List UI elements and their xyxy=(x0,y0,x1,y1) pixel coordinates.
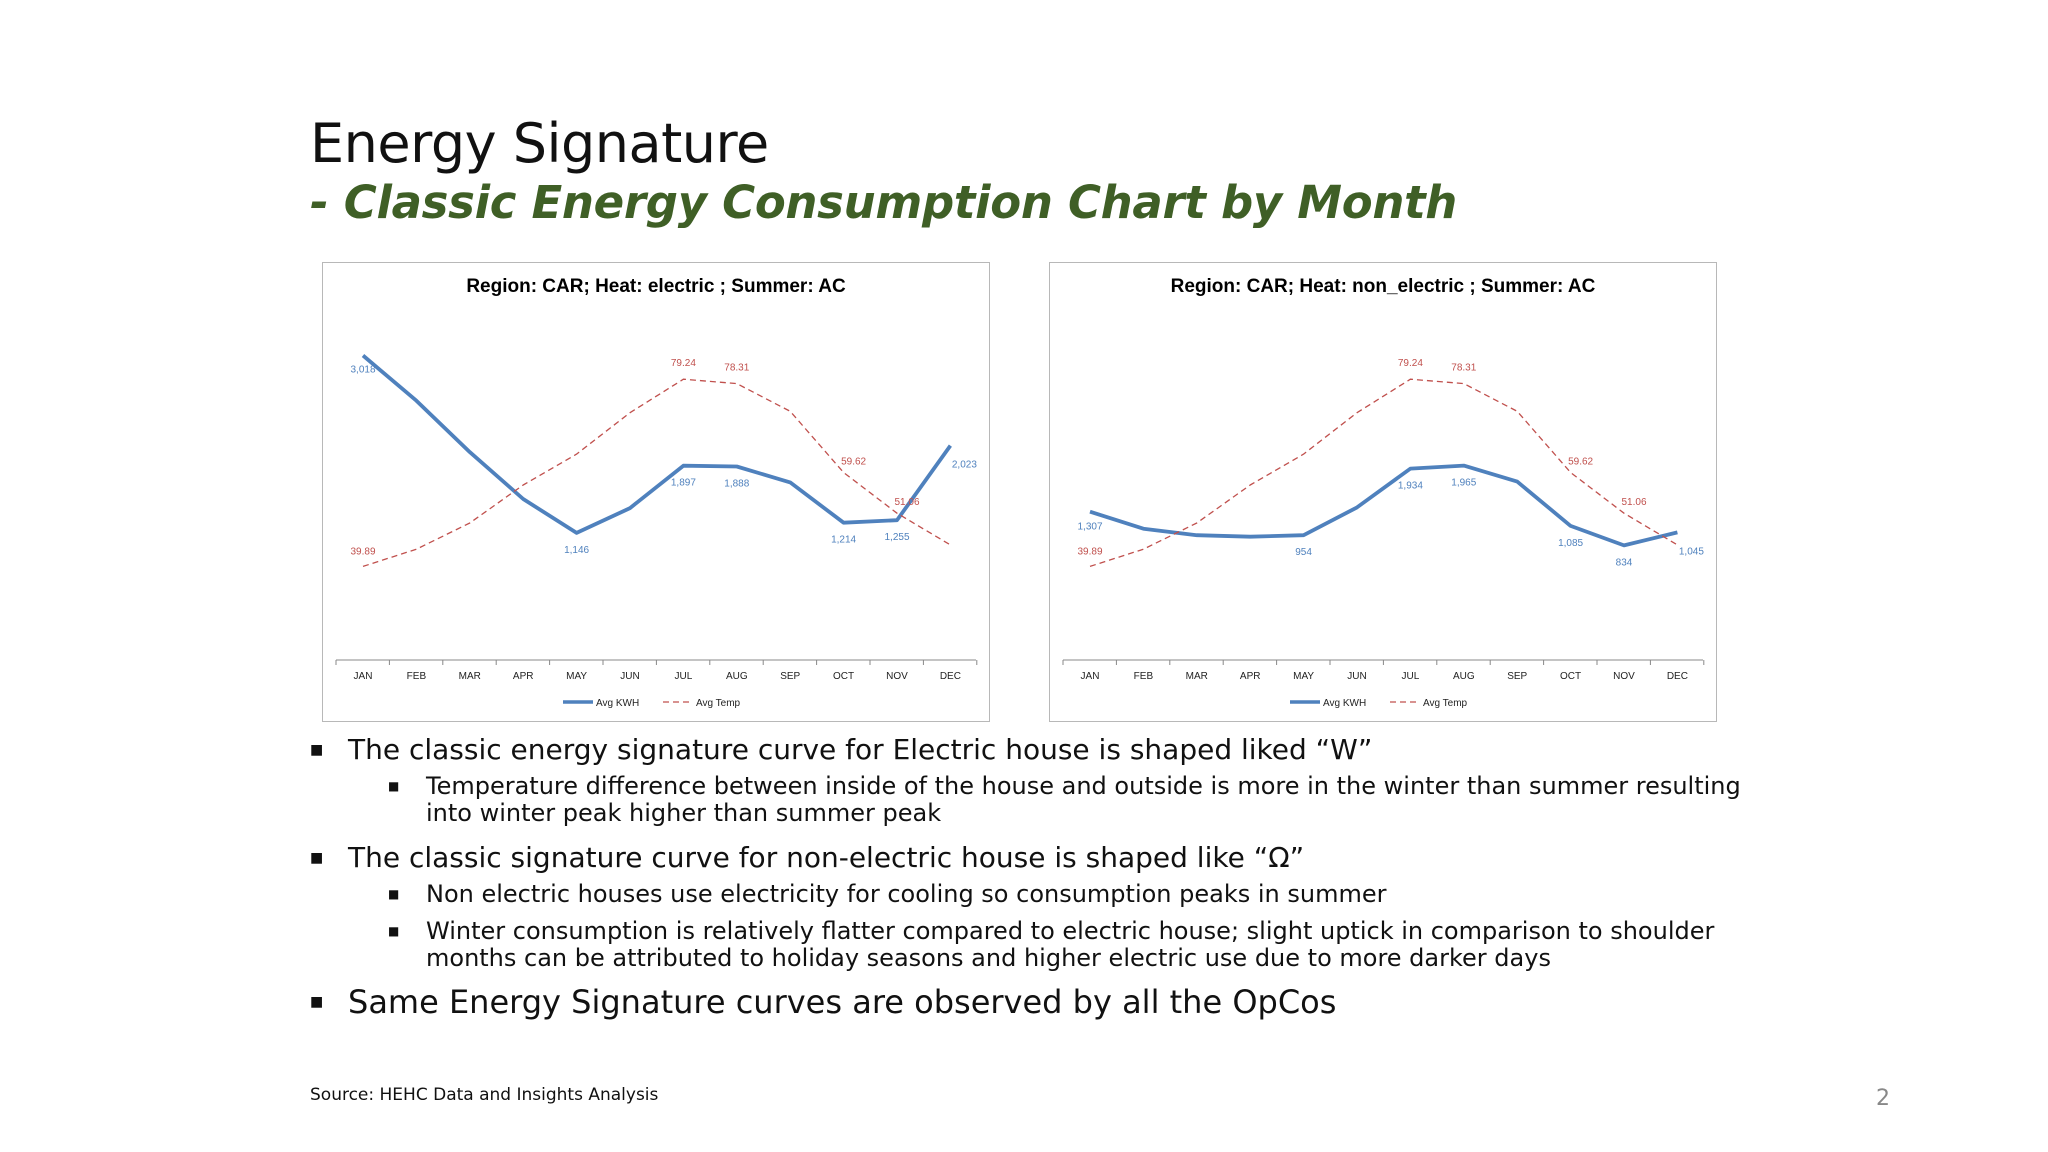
chart-electric: Region: CAR; Heat: electric ; Summer: AC… xyxy=(322,262,990,722)
x-tick-label: MAY xyxy=(566,671,587,682)
data-label: 51.06 xyxy=(894,497,919,508)
x-tick-label: DEC xyxy=(1667,671,1688,682)
x-tick-label: SEP xyxy=(780,671,800,682)
x-tick-label: MAR xyxy=(459,671,481,682)
sub-bullet-winter-flatter: Winter consumption is relatively flatter… xyxy=(310,918,1750,972)
sub-bullet-cooling-peak: Non electric houses use electricity for … xyxy=(310,881,1750,909)
bullet-non-electric-omega: The classic signature curve for non-elec… xyxy=(310,841,1750,875)
x-tick-label: JUN xyxy=(620,671,639,682)
x-tick-label: DEC xyxy=(940,671,961,682)
data-label: 3,018 xyxy=(350,365,375,376)
data-label: 1,307 xyxy=(1077,522,1102,533)
bullet-all-opcos: Same Energy Signature curves are observe… xyxy=(310,982,1750,1022)
x-tick-label: NOV xyxy=(1613,671,1635,682)
source-note: Source: HEHC Data and Insights Analysis xyxy=(310,1085,659,1105)
data-label: 1,214 xyxy=(831,535,856,546)
legend-label-avg-temp: Avg Temp xyxy=(1423,698,1468,709)
chart-non-electric: Region: CAR; Heat: non_electric ; Summer… xyxy=(1049,262,1717,722)
x-tick-label: FEB xyxy=(1134,671,1154,682)
chart-title: Region: CAR; Heat: non_electric ; Summer… xyxy=(1171,276,1596,297)
x-tick-label: NOV xyxy=(886,671,908,682)
x-tick-label: MAY xyxy=(1293,671,1314,682)
bullet-electric-w: The classic energy signature curve for E… xyxy=(310,733,1750,767)
x-tick-label: SEP xyxy=(1507,671,1527,682)
sub-bullet-temperature-difference: Temperature difference between inside of… xyxy=(310,773,1750,827)
series-line-avg-kwh xyxy=(361,354,952,535)
data-label: 1,965 xyxy=(1451,478,1476,489)
data-label: 2,023 xyxy=(952,460,977,471)
data-label: 1,888 xyxy=(724,478,749,489)
chart-non-electric-svg: Region: CAR; Heat: non_electric ; Summer… xyxy=(1062,276,1704,709)
x-tick-label: APR xyxy=(513,671,534,682)
data-label: 1,897 xyxy=(671,478,696,489)
x-tick-label: JAN xyxy=(354,671,373,682)
x-tick-label: MAR xyxy=(1186,671,1208,682)
x-tick-label: APR xyxy=(1240,671,1261,682)
x-tick-label: AUG xyxy=(726,671,748,682)
data-label: 1,146 xyxy=(564,545,589,556)
x-tick-label: JUN xyxy=(1347,671,1366,682)
x-tick-label: JAN xyxy=(1081,671,1100,682)
data-label: 1,255 xyxy=(884,532,909,543)
data-label: 954 xyxy=(1295,547,1312,558)
data-label: 834 xyxy=(1616,557,1633,568)
page-subtitle: - Classic Energy Consumption Chart by Mo… xyxy=(310,176,1458,229)
data-label: 59.62 xyxy=(1568,457,1593,468)
x-tick-label: OCT xyxy=(1560,671,1581,682)
series-line-avg-kwh xyxy=(1089,463,1678,548)
data-label: 78.31 xyxy=(724,363,749,374)
chart-electric-svg: Region: CAR; Heat: electric ; Summer: AC… xyxy=(335,276,977,709)
legend-label-avg-kwh: Avg KWH xyxy=(596,698,639,709)
data-label: 79.24 xyxy=(671,358,696,369)
bullet-list: The classic energy signature curve for E… xyxy=(310,733,1750,1028)
data-label: 39.89 xyxy=(1077,546,1102,557)
legend-label-avg-temp: Avg Temp xyxy=(696,698,741,709)
x-tick-label: OCT xyxy=(833,671,854,682)
chart-title: Region: CAR; Heat: electric ; Summer: AC xyxy=(466,276,846,297)
data-label: 79.24 xyxy=(1398,358,1423,369)
series-line-avg-temp xyxy=(1089,378,1678,568)
data-label: 1,934 xyxy=(1398,481,1423,492)
data-label: 59.62 xyxy=(841,457,866,468)
legend-label-avg-kwh: Avg KWH xyxy=(1323,698,1366,709)
page-title: Energy Signature xyxy=(310,112,769,175)
data-label: 51.06 xyxy=(1621,497,1646,508)
x-tick-label: JUL xyxy=(1402,671,1420,682)
data-label: 1,045 xyxy=(1679,546,1704,557)
x-tick-label: FEB xyxy=(407,671,427,682)
series-line-avg-temp xyxy=(362,378,951,568)
x-tick-label: JUL xyxy=(675,671,693,682)
data-label: 39.89 xyxy=(350,546,375,557)
page-number: 2 xyxy=(1876,1086,1890,1111)
data-label: 1,085 xyxy=(1558,538,1583,549)
data-label: 78.31 xyxy=(1451,363,1476,374)
x-tick-label: AUG xyxy=(1453,671,1475,682)
